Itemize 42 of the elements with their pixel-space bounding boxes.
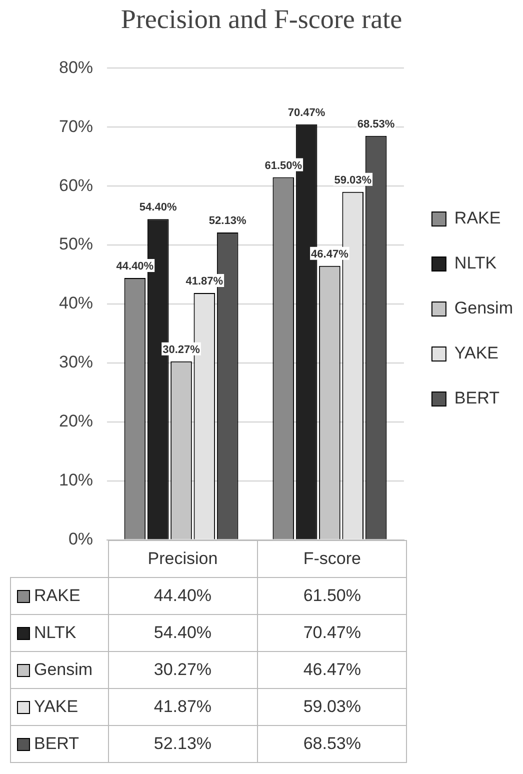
- text: NLTK: [454, 254, 497, 273]
- data-label: 68.53%: [257, 725, 407, 762]
- text: 59.03%: [334, 174, 372, 186]
- data-label: 70.47%: [257, 614, 407, 652]
- data-label: 52.13%: [108, 725, 258, 762]
- y-tick-label: 50%: [58, 234, 94, 254]
- text: 61.50%: [264, 160, 302, 172]
- legend-label: YAKE: [454, 344, 499, 363]
- text: YAKE: [34, 696, 78, 716]
- text: 54.40%: [139, 202, 177, 214]
- data-label: 41.87%: [108, 688, 258, 726]
- legend-label: RAKE: [34, 586, 80, 605]
- text: 52.13%: [208, 215, 246, 228]
- chart-title: Precision and F-score rate: [120, 4, 404, 35]
- y-tick-label: 20%: [58, 412, 94, 431]
- text: RAKE: [454, 208, 501, 228]
- y-tick-label: 80%: [58, 58, 94, 77]
- y-tick-label: 70%: [58, 116, 94, 136]
- text: 70.47%: [288, 106, 326, 119]
- text: BERT: [34, 734, 80, 753]
- x-tick-label: F-score: [257, 540, 407, 578]
- y-tick-label: 60%: [58, 176, 94, 195]
- text: 30.27%: [162, 344, 200, 356]
- text: 44.40%: [116, 260, 154, 273]
- legend-label: NLTK: [34, 622, 76, 642]
- data-label: 54.40%: [108, 614, 258, 652]
- y-tick-label: 10%: [58, 470, 94, 490]
- text: 68.53%: [357, 118, 395, 130]
- legend-label: BERT: [454, 388, 500, 408]
- y-tick-label: 30%: [58, 352, 94, 372]
- text: 41.87%: [186, 276, 224, 288]
- x-tick-label: Precision: [108, 540, 258, 578]
- y-tick-label: 0%: [68, 529, 94, 548]
- data-label: 61.50%: [257, 577, 407, 614]
- data-label: 46.47%: [257, 651, 407, 688]
- legend-label: Gensim: [454, 298, 514, 318]
- data-label: 44.40%: [108, 577, 258, 614]
- text: Gensim: [34, 660, 93, 679]
- text: 46.47%: [311, 248, 348, 260]
- data-label: 59.03%: [257, 688, 407, 726]
- data-label: 30.27%: [108, 651, 258, 688]
- y-tick-label: 40%: [58, 294, 94, 313]
